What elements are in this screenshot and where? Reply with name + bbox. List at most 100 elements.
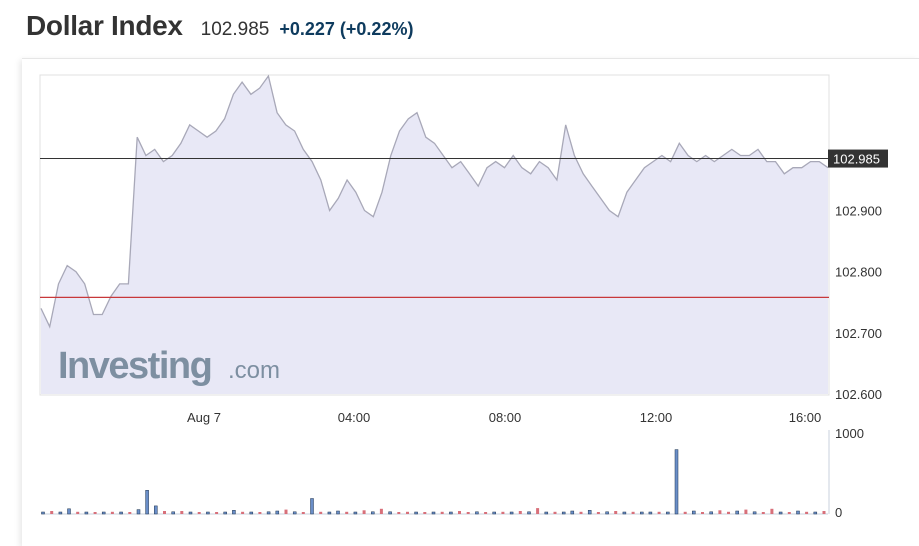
volume-bar [440,511,444,514]
volume-bar [110,511,114,514]
volume-bar [353,511,358,515]
current-price-tag [828,149,888,168]
volume-bar [596,512,600,514]
volume-bar [727,511,730,514]
volume-bar [371,511,375,515]
instrument-title: Dollar Index [26,10,183,41]
x-tick-label: 04:00 [338,410,371,425]
volume-bar [631,511,635,514]
volume-bar [67,508,71,515]
volume-bar [778,511,783,515]
y-tick-label: 102.600 [835,387,882,402]
volume-bar [674,449,679,515]
volume-bar [345,511,349,514]
volume-bar [683,511,687,514]
price-change: +0.227 (+0.22%) [279,19,414,39]
y-tick-label: 102.800 [835,265,882,280]
last-price: 102.985 [200,19,270,40]
volume-panel: 1000 0 [41,426,864,520]
volume-bar [536,508,540,514]
volume-bar [76,511,80,514]
volume-bar [232,510,236,515]
volume-bar [614,511,618,514]
volume-bar [492,511,496,515]
x-tick-label: 12:00 [640,410,673,425]
volume-bar [701,512,704,514]
volume-bar [527,511,531,515]
volume-bar [249,511,254,515]
volume-bar [397,512,401,514]
volume-bar [744,509,748,514]
volume-bar [431,511,436,515]
volume-bar [84,511,89,515]
volume-bar [310,498,314,515]
volume-bar [579,511,583,514]
volume-bar [822,511,826,514]
volume-bar [301,512,305,514]
volume-bar [813,511,818,515]
volume-bar [266,511,271,515]
volume-bar [761,512,765,514]
volume-bar [622,511,627,515]
volume-bar [284,509,288,514]
volume-bar [171,511,175,515]
volume-bar [605,511,609,515]
volume-bar [292,511,297,515]
volume-bar [414,511,418,515]
volume-bar [145,490,149,515]
volume-bar [319,511,323,514]
volume-bar [258,512,262,514]
volume-bar [119,511,123,515]
volume-tick-label: 1000 [835,426,864,441]
volume-bar [709,511,713,515]
volume-bar [570,510,575,515]
volume-bar [657,511,661,514]
volume-bar [388,511,392,515]
volume-bar [241,511,245,514]
watermark-logo-suffix: .com [228,357,280,384]
volume-bar [544,511,549,515]
y-axis: 102.900 102.800 102.700 102.600 102.985 [828,149,888,402]
volume-bar [206,511,210,515]
volume-bar [475,511,479,515]
volume-bar [406,511,409,514]
volume-bar [484,512,488,514]
volume-bar [718,510,722,514]
volume-bar [180,511,184,514]
volume-bar [223,511,227,515]
volume-bar [362,510,366,514]
volume-bar [163,511,166,514]
price-line [40,74,829,329]
volume-bar [423,512,427,514]
volume-bar [770,508,774,514]
volume-bar [449,511,453,515]
x-axis: Aug 7 04:00 08:00 12:00 16:00 [187,410,821,425]
current-price-tag-label: 102.985 [833,152,880,167]
volume-bar [692,510,696,515]
volume-bar [93,512,97,514]
quote-header: Dollar Index 102.985 +0.227 (+0.22%) [26,10,413,50]
price-area [41,76,828,394]
volume-bar [154,505,158,515]
x-tick-label: 08:00 [489,410,522,425]
volume-bar [587,510,592,515]
volume-bar [796,510,800,515]
volume-bar [379,508,383,514]
volume-bar [553,511,557,514]
volume-bar [197,512,201,514]
volume-bar [275,510,280,515]
x-tick-label: 16:00 [789,410,822,425]
volume-bar [458,511,461,514]
volume-bar [50,511,54,514]
reference-lines [40,158,829,298]
volume-bar [215,512,219,514]
volume-bar [336,510,340,515]
volume-bar [735,510,739,515]
volume-bar [41,511,45,515]
volume-bar [58,511,63,515]
volume-bar [518,511,522,514]
y-tick-label: 102.700 [835,326,882,341]
volume-bar [128,512,132,514]
volume-bar [666,511,670,515]
